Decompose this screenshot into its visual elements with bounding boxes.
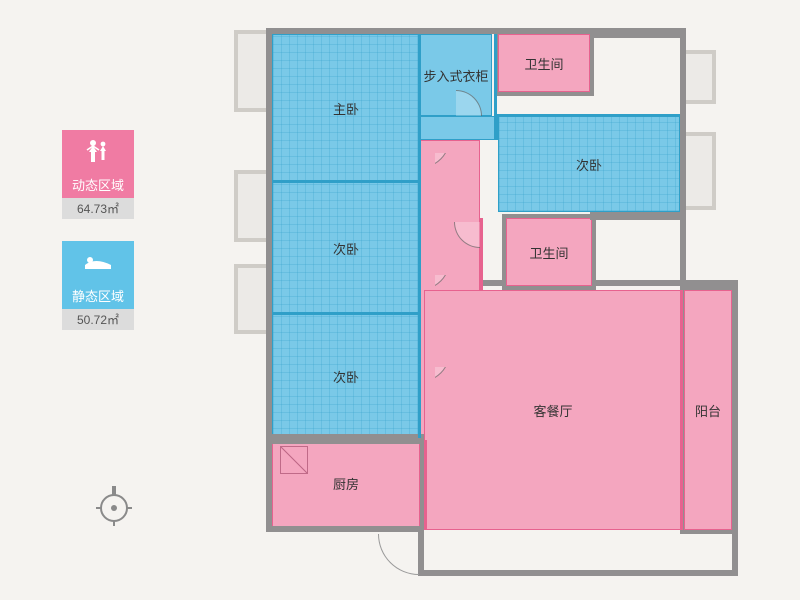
room-label: 客餐厅 xyxy=(533,401,572,420)
wall-segment xyxy=(266,526,424,532)
divider xyxy=(418,34,421,438)
wall-segment xyxy=(590,212,686,220)
room-bed3: 次卧 xyxy=(272,182,420,314)
room-balcony_room: 阳台 xyxy=(684,290,732,530)
wall-segment xyxy=(266,438,272,532)
room-label: 主卧 xyxy=(333,99,359,118)
legend: 动态区域 64.73㎡ 静态区域 50.72㎡ xyxy=(62,130,142,352)
room-corridor_top xyxy=(420,116,498,140)
room-label: 厨房 xyxy=(333,474,359,493)
room-bed4: 次卧 xyxy=(272,314,420,438)
kitchen-window-icon xyxy=(280,446,308,474)
divider xyxy=(494,114,680,117)
wall-segment xyxy=(418,570,738,576)
room-master_bedroom: 主卧 xyxy=(272,34,420,182)
wall-segment xyxy=(732,286,738,576)
divider xyxy=(494,34,497,140)
room-bath2: 卫生间 xyxy=(506,218,592,286)
divider xyxy=(272,180,420,183)
divider xyxy=(680,290,683,530)
room-bath1: 卫生间 xyxy=(498,34,590,92)
divider xyxy=(424,440,427,530)
entry-door-arc xyxy=(378,534,419,575)
legend-static-icon xyxy=(62,241,134,283)
room-label: 卫生间 xyxy=(524,54,563,73)
divider xyxy=(480,218,483,290)
room-living_dining: 客餐厅 xyxy=(424,290,682,530)
legend-static-label: 静态区域 xyxy=(62,283,134,309)
room-label: 步入式衣柜 xyxy=(423,66,488,85)
wall-segment xyxy=(266,438,424,444)
people-icon xyxy=(83,138,113,164)
legend-static-value: 50.72㎡ xyxy=(62,309,134,330)
sleep-icon xyxy=(81,251,115,273)
divider xyxy=(272,312,420,315)
room-label: 次卧 xyxy=(333,367,359,386)
wall-segment xyxy=(590,28,686,38)
legend-static: 静态区域 50.72㎡ xyxy=(62,241,134,330)
room-label: 阳台 xyxy=(695,401,721,420)
room-bed2_right: 次卧 xyxy=(498,116,680,212)
canvas: 动态区域 64.73㎡ 静态区域 50.72㎡ 主卧步入式衣柜卫生间次卧次卧次卧… xyxy=(0,0,800,600)
room-label: 次卧 xyxy=(333,239,359,258)
compass-icon xyxy=(90,480,138,528)
room-label: 卫生间 xyxy=(529,243,568,262)
legend-dynamic: 动态区域 64.73㎡ xyxy=(62,130,134,219)
room-label: 次卧 xyxy=(576,155,602,174)
wall-segment xyxy=(680,110,686,216)
legend-dynamic-label: 动态区域 xyxy=(62,172,134,198)
legend-dynamic-icon xyxy=(62,130,134,172)
legend-dynamic-value: 64.73㎡ xyxy=(62,198,134,219)
floor-plan: 主卧步入式衣柜卫生间次卧次卧次卧卫生间客餐厅阳台厨房 xyxy=(218,10,779,580)
